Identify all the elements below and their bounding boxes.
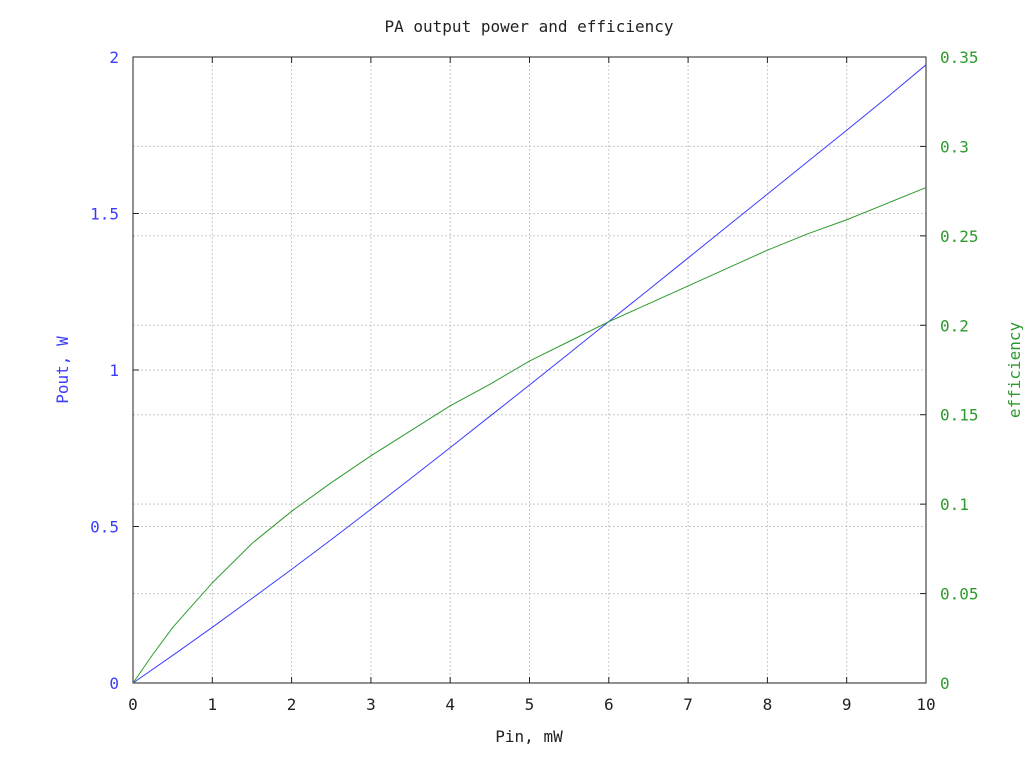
series-group xyxy=(132,64,927,684)
x-axis-label: Pin, mW xyxy=(495,727,563,746)
gridlines xyxy=(133,57,926,683)
chart-title: PA output power and efficiency xyxy=(385,17,674,36)
x-tick-label: 0 xyxy=(128,695,138,714)
y-right-tick-label: 0 xyxy=(940,674,950,693)
x-tick-label: 3 xyxy=(366,695,376,714)
y-right-tick-label: 0.1 xyxy=(940,495,969,514)
y-right-tick-label: 0.3 xyxy=(940,137,969,156)
y-right-tick-label: 0.05 xyxy=(940,585,979,604)
x-tick-label: 1 xyxy=(207,695,217,714)
x-tick-label: 2 xyxy=(287,695,297,714)
x-tick-label: 5 xyxy=(525,695,535,714)
axis-ticks: 0 1 2 3 4 5 6 7 8 9 10 0 0.05 0.1 0.15 0.2 0.25 0.3 0.35 0 0… xyxy=(90,48,978,714)
x-tick-label: 10 xyxy=(916,695,935,714)
y-left-tick-label: 1.5 xyxy=(90,205,119,224)
x-tick-label: 4 xyxy=(445,695,455,714)
y-right-tick-label: 0.15 xyxy=(940,406,979,425)
series-line-pout xyxy=(132,64,927,684)
y-right-tick-label: 0.2 xyxy=(940,316,969,335)
x-tick-label: 8 xyxy=(763,695,773,714)
y-left-tick-label: 0.5 xyxy=(90,518,119,537)
y-left-tick-label: 2 xyxy=(109,48,119,67)
x-tick-label: 7 xyxy=(683,695,693,714)
x-tick-label: 9 xyxy=(842,695,852,714)
y-left-tick-label: 0 xyxy=(109,674,119,693)
x-tick-label: 6 xyxy=(604,695,614,714)
series-line-efficiency xyxy=(132,187,927,684)
y-axis-right-label: efficiency xyxy=(1005,321,1023,418)
y-axis-left-label: Pout, W xyxy=(53,336,72,404)
y-right-tick-label: 0.25 xyxy=(940,227,979,246)
y-left-tick-label: 1 xyxy=(109,361,119,380)
y-right-tick-label: 0.35 xyxy=(940,48,979,67)
